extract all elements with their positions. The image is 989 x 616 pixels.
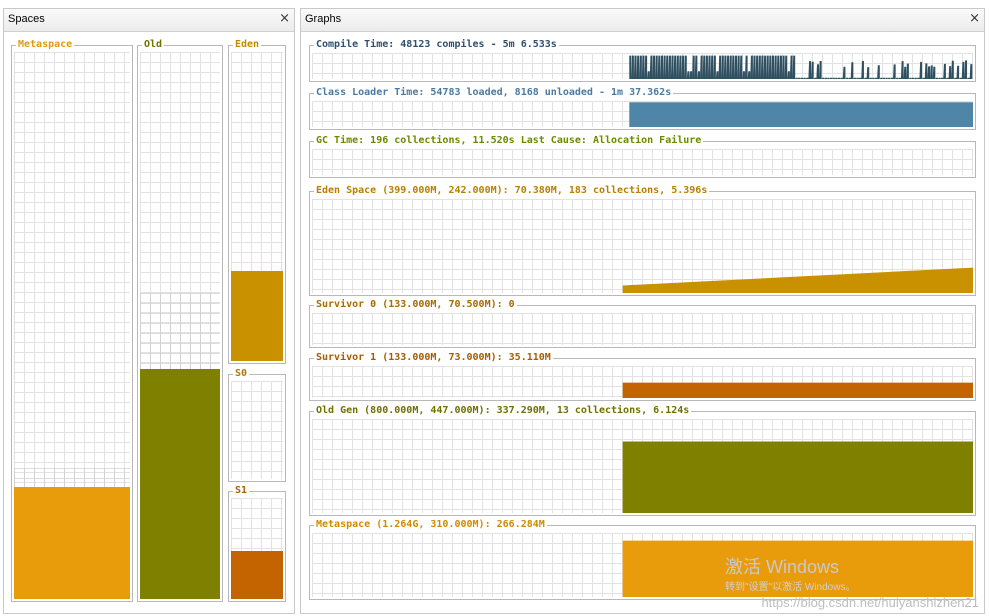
- spaces-panel-header: Spaces ×: [4, 9, 294, 32]
- graph-class-loader-time: Class Loader Time: 54783 loaded, 8168 un…: [309, 87, 976, 130]
- space-eden-fill: [231, 271, 283, 361]
- graph-compile-time: Compile Time: 48123 compiles - 5m 6.533s: [309, 39, 976, 82]
- space-old-label: Old: [142, 39, 165, 51]
- graphs-close-icon[interactable]: ×: [969, 11, 980, 26]
- space-old-fill: [140, 369, 220, 599]
- graph-survivor-1-label: Survivor 1 (133.000M, 73.000M): 35.110M: [314, 352, 553, 364]
- graph-eden-space-label: Eden Space (399.000M, 242.000M): 70.380M…: [314, 185, 710, 197]
- graph-old-gen-label: Old Gen (800.000M, 447.000M): 337.290M, …: [314, 405, 692, 417]
- graph-old-gen: Old Gen (800.000M, 447.000M): 337.290M, …: [309, 405, 976, 516]
- graph-classloader-area: [629, 102, 973, 127]
- graph-metaspace-area: [622, 540, 973, 597]
- space-s1-fill: [231, 550, 283, 599]
- space-s1-label: S1: [233, 485, 250, 497]
- space-s0: S0: [228, 368, 286, 482]
- graph-eden-space: Eden Space (399.000M, 242.000M): 70.380M…: [309, 185, 976, 296]
- graph-compile-time-plot: [629, 55, 973, 79]
- space-metaspace-label: Metaspace: [16, 39, 75, 51]
- spaces-panel: Spaces × Metaspace Old Eden S0 S1: [3, 8, 295, 614]
- windows-activation-watermark: 激活 Windows: [725, 557, 840, 577]
- graph-metaspace-plot: [622, 540, 973, 597]
- space-eden-label: Eden: [233, 39, 262, 51]
- graph-class-loader-time-plot: [629, 102, 973, 127]
- graph-old-area: [622, 441, 973, 513]
- graph-compile-area: [629, 55, 973, 79]
- space-metaspace-fill: [14, 486, 130, 599]
- space-old: Old: [137, 39, 223, 602]
- graph-class-loader-time-label: Class Loader Time: 54783 loaded, 8168 un…: [314, 87, 674, 99]
- graph-gc-time-plot: [312, 149, 973, 175]
- graph-gc-time: GC Time: 196 collections, 11.520s Last C…: [309, 135, 976, 178]
- graph-compile-time-label: Compile Time: 48123 compiles - 5m 6.533s: [314, 39, 559, 51]
- spaces-panel-title: Spaces: [8, 13, 45, 25]
- graph-survivor-1: Survivor 1 (133.000M, 73.000M): 35.110M: [309, 352, 976, 401]
- graph-survivor-1-plot: [622, 382, 973, 398]
- spaces-close-icon[interactable]: ×: [279, 11, 290, 26]
- graphs-panel: Graphs × Compile Time: 48123 compiles - …: [300, 8, 985, 614]
- windows-activation-hint: 转到"设置"以激活 Windows。: [725, 582, 856, 593]
- graph-eden-area: [622, 267, 973, 293]
- graph-old-gen-plot: [622, 441, 973, 513]
- space-s0-label: S0: [233, 368, 250, 380]
- graph-gc-time-label: GC Time: 196 collections, 11.520s Last C…: [314, 135, 704, 147]
- graphs-panel-title: Graphs: [305, 13, 342, 25]
- graph-survivor-0-label: Survivor 0 (133.000M, 70.500M): 0: [314, 299, 517, 311]
- graph-survivor-0: Survivor 0 (133.000M, 70.500M): 0: [309, 299, 976, 348]
- space-metaspace: Metaspace: [11, 39, 133, 602]
- graph-eden-space-plot: [622, 267, 973, 293]
- graph-metaspace-label: Metaspace (1.264G, 310.000M): 266.284M: [314, 519, 547, 531]
- graphs-panel-header: Graphs ×: [301, 9, 984, 32]
- graph-s1-area: [622, 382, 973, 398]
- space-eden: Eden: [228, 39, 286, 364]
- space-s1: S1: [228, 485, 286, 602]
- source-url-watermark: https://blog.csdn.net/huiyanshizhen21: [761, 595, 979, 610]
- graph-metaspace: Metaspace (1.264G, 310.000M): 266.284M: [309, 519, 976, 600]
- graph-survivor-0-plot: [312, 313, 973, 345]
